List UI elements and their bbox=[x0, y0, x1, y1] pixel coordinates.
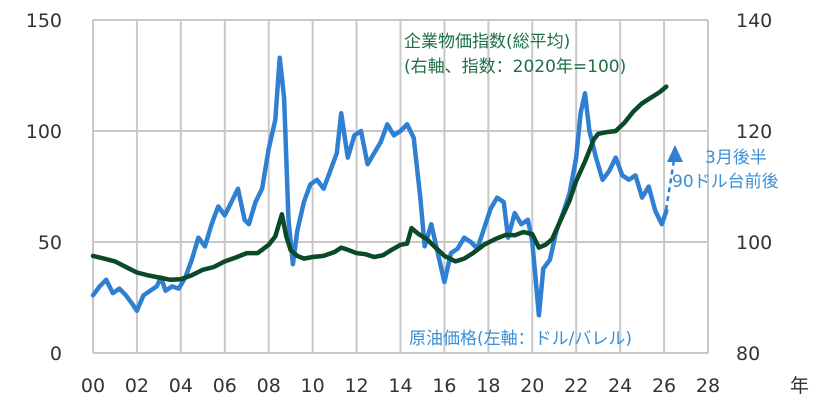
right-tick-label: 100 bbox=[736, 232, 772, 254]
x-tick-label: 22 bbox=[564, 375, 588, 397]
left-axis-ticks: 0 50 100 150 bbox=[26, 10, 62, 365]
x-tick-label: 20 bbox=[520, 375, 544, 397]
x-tick-label: 18 bbox=[476, 375, 500, 397]
arrow-up-icon bbox=[667, 145, 683, 162]
note-line1: 3月後半 bbox=[705, 148, 767, 168]
x-tick-label: 00 bbox=[81, 375, 105, 397]
cgpi-label-line1: 企業物価指数(総平均) bbox=[404, 32, 570, 52]
forecast-arrow bbox=[664, 145, 683, 211]
cgpi-line bbox=[90, 84, 669, 282]
x-axis-ticks: 00 02 04 06 08 10 12 14 16 18 20 22 24 26 28 bbox=[81, 375, 720, 397]
x-tick-label: 24 bbox=[608, 375, 632, 397]
right-tick-label: 120 bbox=[736, 121, 772, 143]
x-tick-label: 28 bbox=[696, 375, 720, 397]
x-tick-label: 14 bbox=[388, 375, 412, 397]
right-tick-label: 140 bbox=[736, 10, 772, 32]
x-tick-label: 04 bbox=[169, 375, 193, 397]
left-tick-label: 50 bbox=[38, 232, 62, 254]
x-tick-label: 16 bbox=[432, 375, 456, 397]
note-line2: 90ドル台前後 bbox=[672, 172, 779, 192]
right-axis-ticks: 80 100 120 140 bbox=[736, 10, 772, 365]
right-tick-label: 80 bbox=[736, 343, 760, 365]
cgpi-label-line2: (右軸、指数：2020年=100) bbox=[404, 57, 626, 77]
oil-label: 原油価格(左軸：ドル/バレル) bbox=[409, 329, 632, 349]
x-axis-unit: 年 bbox=[790, 375, 809, 397]
x-tick-label: 06 bbox=[213, 375, 237, 397]
left-tick-label: 100 bbox=[26, 121, 62, 143]
x-tick-label: 26 bbox=[652, 375, 676, 397]
x-tick-label: 02 bbox=[125, 375, 149, 397]
left-tick-label: 150 bbox=[26, 10, 62, 32]
x-tick-label: 10 bbox=[301, 375, 325, 397]
crude-oil-line bbox=[90, 55, 669, 318]
left-tick-label: 0 bbox=[50, 343, 62, 365]
x-tick-label: 12 bbox=[344, 375, 368, 397]
x-tick-label: 08 bbox=[257, 375, 281, 397]
